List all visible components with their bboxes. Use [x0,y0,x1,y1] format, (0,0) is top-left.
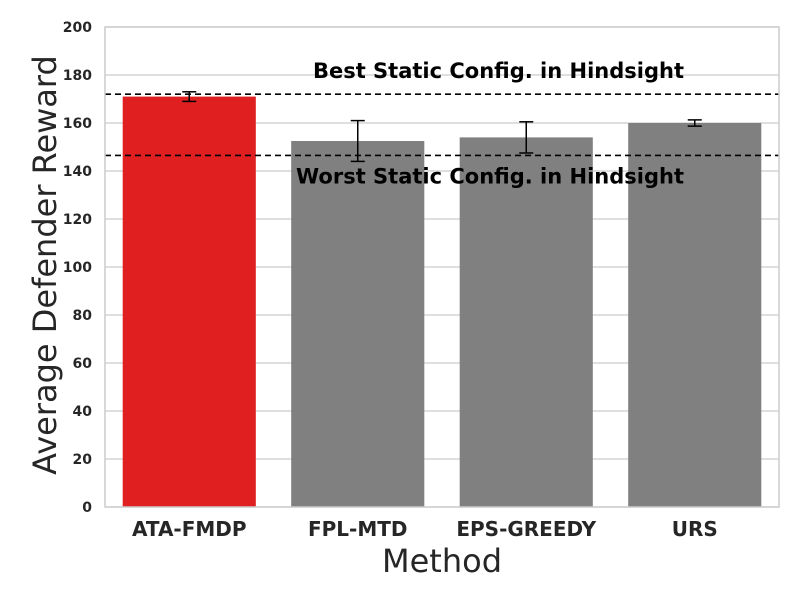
y-tick-label: 60 [73,356,93,372]
y-tick-label: 0 [82,500,92,516]
reference-line-label: Worst Static Config. in Hindsight [296,164,684,188]
y-tick-label: 120 [63,212,92,228]
x-tick-labels: ATA-FMDP FPL-MTD EPS-GREEDY URS [132,517,718,541]
y-tick-label: 40 [73,404,93,420]
reference-line-label: Best Static Config. in Hindsight [313,59,684,83]
bar [459,137,593,507]
bar [122,96,256,507]
y-tick-label: 140 [63,164,92,180]
error-bars [182,91,702,163]
x-axis-title: Method [382,542,502,580]
x-tick-label: URS [672,517,718,541]
y-tick-label: 20 [73,452,93,468]
error-bar [519,121,534,154]
y-tick-label: 180 [63,68,92,84]
reference-lines: Best Static Config. in Hindsight Worst St… [105,59,779,188]
error-bar [687,119,702,127]
bar [291,141,425,507]
x-tick-label: FPL-MTD [308,517,408,541]
x-tick-label: EPS-GREEDY [456,517,596,541]
y-axis-title: Average Defender Reward [26,55,64,475]
y-tick-label: 160 [63,116,92,132]
bars [122,96,762,507]
y-tick-labels: 0 20 40 60 80 100 120 140 160 180 200 [63,20,92,516]
y-tick-label: 100 [63,260,92,276]
y-tick-label: 80 [73,308,93,324]
y-tick-label: 200 [63,20,92,36]
x-tick-label: ATA-FMDP [132,517,247,541]
bar [628,123,762,507]
plot-area-frame [104,26,780,508]
